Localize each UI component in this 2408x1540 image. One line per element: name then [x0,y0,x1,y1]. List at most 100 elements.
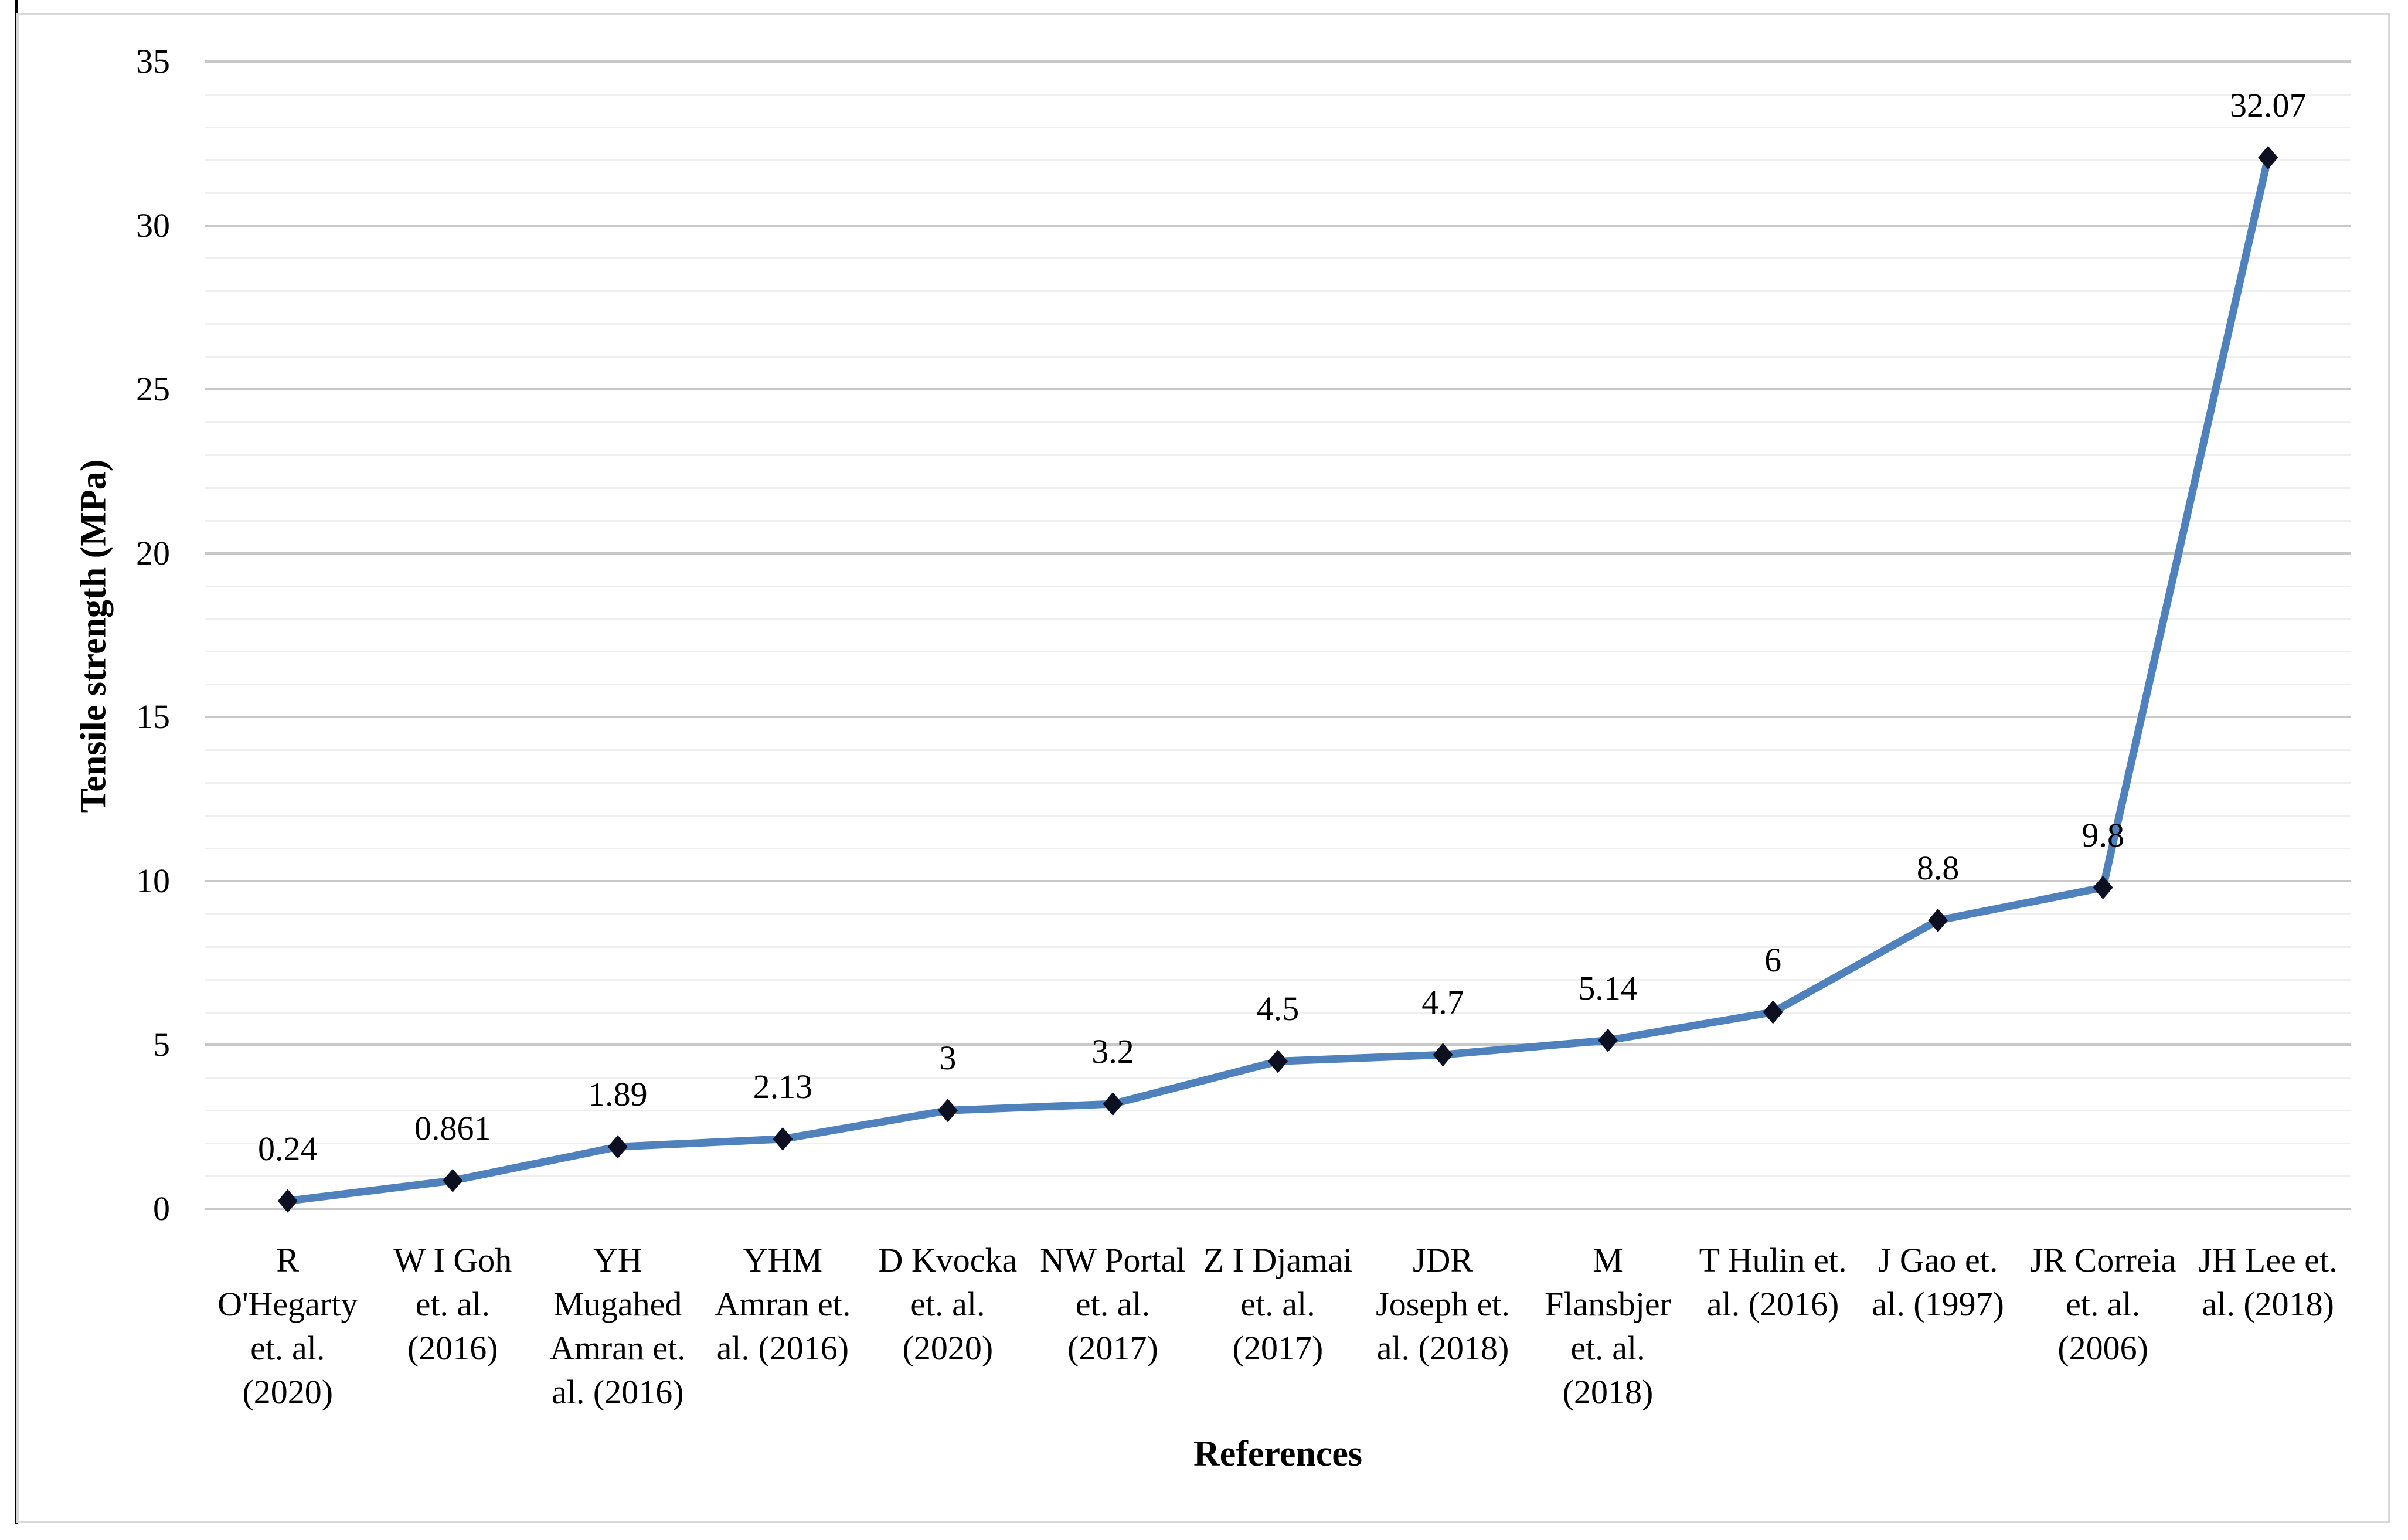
x-category-line: NW Portal [1040,1241,1186,1279]
x-category-line: et. al. [1570,1329,1645,1367]
data-label: 4.5 [1256,990,1300,1028]
gridline-major [205,716,2351,719]
x-category-label: J Gao et. al. (1997) [1855,1238,2021,1326]
y-tick-label: 5 [153,1025,170,1064]
x-category-label: JH Lee et. al. (2018) [2185,1238,2351,1326]
data-point-marker [443,1168,463,1192]
x-category-line: al. (2016) [552,1373,684,1411]
x-category-line: J Gao et. [1878,1241,1998,1279]
gridline-minor [205,454,2351,456]
x-category-label: R O'Hegarty et. al. (2020) [205,1238,370,1414]
x-category-line: al. (2018) [2202,1285,2334,1323]
data-label: 8.8 [1916,848,1960,887]
x-category-line: (2017) [1067,1329,1158,1367]
data-point-marker [277,1189,298,1213]
x-category-line: (2020) [902,1329,994,1367]
x-category-line: (2017) [1232,1329,1324,1367]
x-category-line: al. (2016) [716,1329,849,1367]
x-category-line: JR Correia [2029,1241,2176,1279]
data-label: 3 [939,1039,957,1077]
x-category-line: (2020) [242,1373,334,1411]
x-category-line: (2016) [407,1329,498,1367]
x-category-line: (2006) [2057,1329,2148,1367]
data-label: 3.2 [1091,1032,1134,1071]
data-label: 0.861 [414,1109,491,1147]
x-category-line: R [276,1241,300,1279]
x-category-label: NW Portal et. al. (2017) [1030,1238,1196,1370]
x-category-line: O'Hegarty [217,1285,358,1323]
gridline-major [205,879,2351,882]
gridline-minor [205,585,2351,587]
y-tick-label: 15 [136,698,170,736]
data-label: 9.8 [2082,816,2124,855]
x-category-line: YHM [743,1241,823,1279]
gridline-minor [205,978,2351,981]
gridline-minor [205,815,2351,817]
gridline-minor [205,1143,2351,1145]
gridline-minor [205,421,2351,424]
x-category-label: YH Mugahed Amran et. al. (2016) [535,1238,700,1414]
y-tick-label: 20 [136,533,170,572]
gridline-major [205,224,2351,227]
x-category-line: D Kvocka [878,1241,1018,1279]
x-category-line: et. al. [1240,1285,1315,1323]
gridline-minor [205,93,2351,96]
gridline-minor [205,618,2351,620]
data-point-marker [1598,1028,1618,1052]
x-axis-title: References [1193,1434,1363,1474]
x-category-label: Z I Djamai et. al. (2017) [1195,1238,1361,1370]
gridline-minor [205,257,2351,260]
data-point-marker [773,1127,793,1151]
x-category-label: D Kvocka et. al. (2020) [865,1238,1030,1370]
data-label: 1.89 [588,1075,648,1114]
gridline-minor [205,651,2351,653]
x-category-line: al. (2016) [1706,1285,1839,1323]
data-point-marker [937,1099,958,1123]
data-label: 32.07 [2229,86,2307,124]
x-category-label: M Flansbjer et. al. (2018) [1525,1238,1691,1414]
x-category-line: JDR [1412,1241,1474,1279]
data-point-markers [277,145,2278,1213]
y-tick-label: 35 [136,42,170,80]
data-point-marker [2258,145,2278,169]
x-category-line: Z I Djamai [1203,1241,1353,1279]
series-line [284,154,2272,1205]
gridline-minor [205,782,2351,784]
y-tick-label: 30 [136,206,170,244]
data-label: 2.13 [753,1067,813,1106]
x-category-line: Mugahed [553,1285,682,1323]
x-category-label: JDR Joseph et. al. (2018) [1361,1238,1526,1370]
x-category-line: et. al. [2066,1285,2141,1323]
x-category-line: M [1593,1241,1623,1279]
gridline-minor [205,749,2351,752]
data-label: 0.24 [258,1129,318,1168]
gridline-minor [205,290,2351,293]
data-point-marker [1433,1043,1453,1067]
gridline-minor [205,684,2351,686]
gridline-major [205,1208,2351,1210]
x-category-line: YH [593,1241,642,1279]
gridline-major [205,60,2351,63]
x-category-line: al. (2018) [1376,1329,1509,1367]
gridline-minor [205,126,2351,128]
gridline-major [205,1043,2351,1046]
x-category-line: Joseph et. [1376,1285,1510,1323]
gridline-minor [205,1175,2351,1178]
x-category-line: W I Goh [393,1241,512,1279]
gridline-minor [205,487,2351,489]
y-tick-label: 10 [136,861,170,900]
gridline-major [205,552,2351,555]
x-category-line: Amran et. [549,1329,686,1367]
gridline-minor [205,192,2351,194]
data-label: 6 [1764,940,1782,979]
gridline-minor [205,519,2351,522]
x-category-line: Amran et. [715,1285,851,1323]
gridline-minor [205,946,2351,948]
y-tick-label: 0 [153,1189,170,1228]
gridline-minor [205,356,2351,358]
x-category-line: et. al. [415,1285,490,1323]
gridline-minor [205,159,2351,161]
y-tick-label: 25 [136,370,170,409]
